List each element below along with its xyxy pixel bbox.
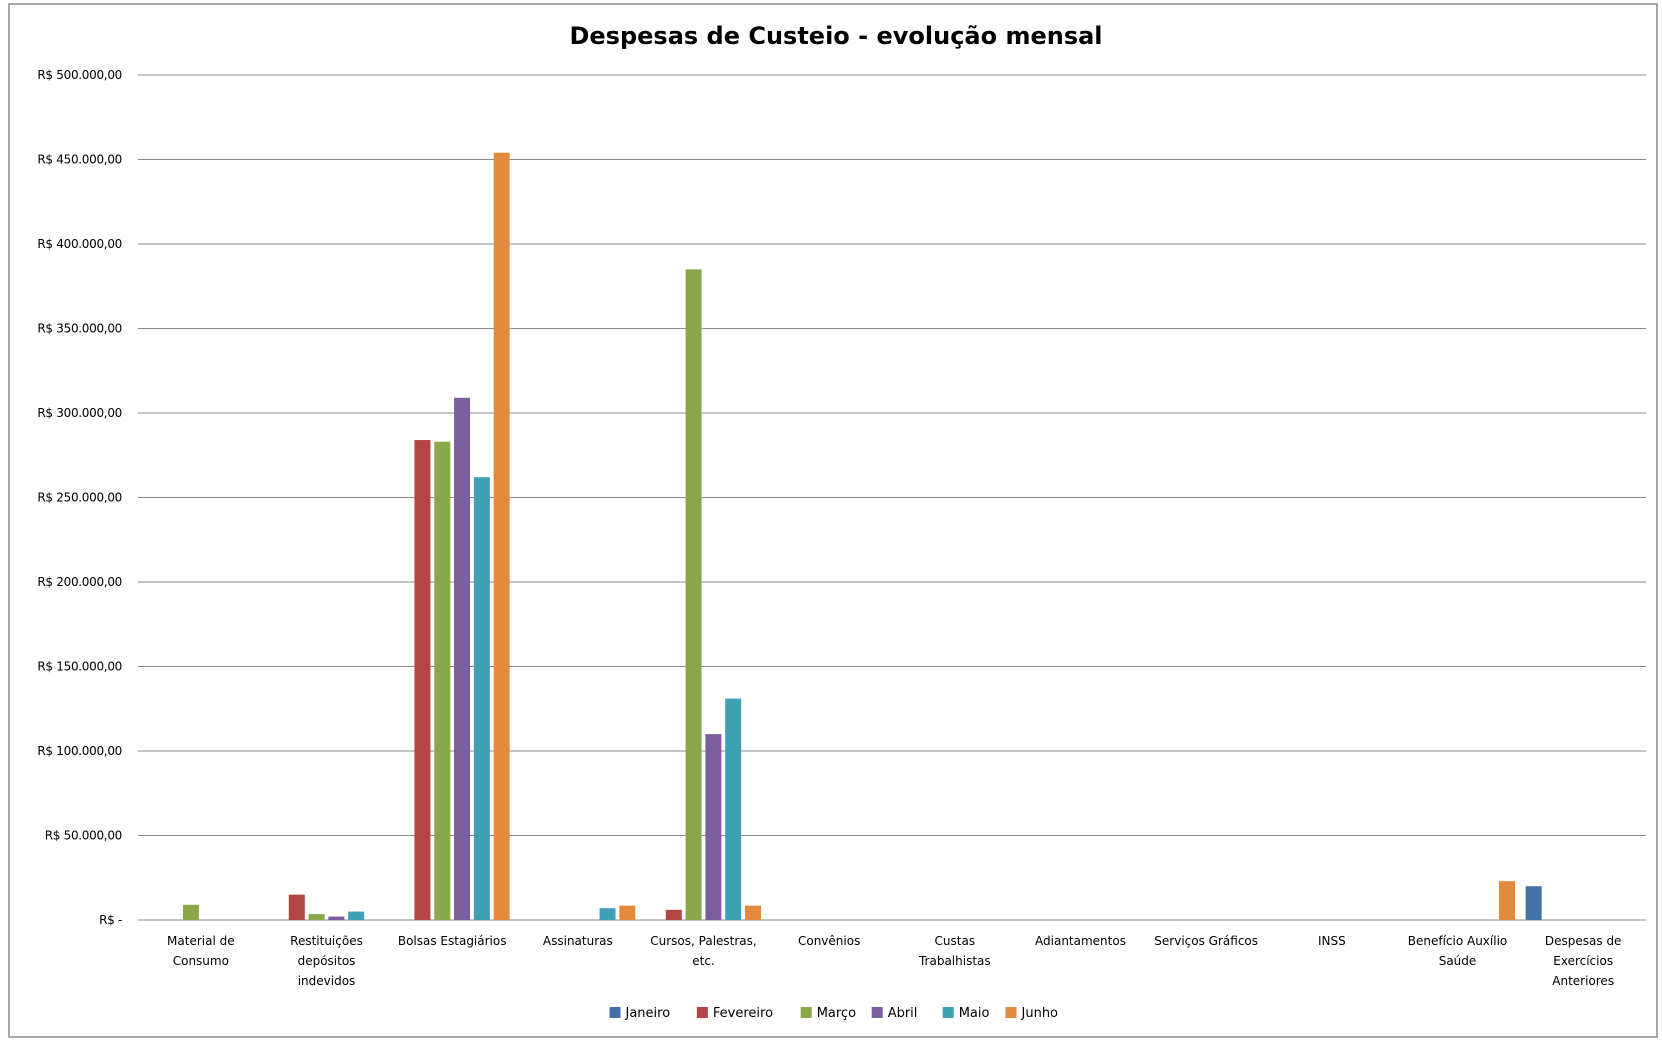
legend-swatch	[800, 1007, 812, 1018]
y-tick-label: R$ 350.000,00	[37, 322, 122, 336]
legend-label: Março	[817, 1006, 856, 1021]
series-abril	[328, 397, 722, 920]
series-fevereiro	[288, 440, 682, 920]
legend-swatch	[871, 1007, 883, 1018]
bar	[725, 698, 742, 920]
gridlines	[138, 74, 1646, 921]
bar	[434, 441, 451, 920]
legend-item: Junho	[1005, 1006, 1059, 1021]
legend-label: Janeiro	[625, 1006, 671, 1021]
y-tick-label: R$ 100.000,00	[37, 744, 122, 758]
legend-swatch	[696, 1007, 708, 1018]
x-category-label: Despesas de Exercícios Anteriores	[1545, 934, 1622, 988]
legend-item: Fevereiro	[696, 1006, 773, 1021]
x-category-label: INSS	[1318, 934, 1346, 948]
y-tick-label: R$ 150.000,00	[37, 660, 122, 674]
legend-label: Junho	[1021, 1006, 1059, 1021]
bar	[493, 152, 510, 921]
x-category-label: Material de Consumo	[167, 934, 235, 968]
bar	[705, 734, 722, 920]
y-tick-label: R$ 50.000,00	[45, 829, 122, 843]
bar	[454, 397, 471, 920]
bar	[288, 894, 305, 920]
y-tick-label: R$ 450.000,00	[37, 153, 122, 167]
bar	[182, 904, 199, 920]
y-tick-label: R$ 200.000,00	[37, 575, 122, 589]
y-tick-label: R$ 500.000,00	[37, 68, 122, 82]
chart-border	[8, 3, 1658, 1038]
x-axis-category-labels: Material de Consumo Restituições depósitos i…	[167, 934, 1621, 988]
series-janeiro	[1525, 886, 1542, 920]
legend-swatch	[1005, 1007, 1017, 1018]
x-category-label: Assinaturas	[543, 934, 613, 948]
x-category-label: Cursos, Palestras, etc.	[650, 934, 756, 968]
y-tick-label: R$ 250.000,00	[37, 491, 122, 505]
bar	[414, 440, 431, 920]
chart-title: Despesas de Custeio - evolução mensal	[569, 22, 1102, 50]
bar	[665, 909, 682, 920]
y-tick-label: R$ 400.000,00	[37, 237, 122, 251]
x-category-label: Custas Trabalhistas	[918, 934, 991, 968]
y-tick-label: R$ -	[99, 913, 122, 927]
legend-label: Fevereiro	[713, 1006, 773, 1021]
x-category-label: Adiantamentos	[1035, 934, 1126, 948]
x-category-label: Benefício Auxílio Saúde	[1408, 934, 1508, 968]
legend-item: Maio	[942, 1006, 990, 1021]
y-tick-label: R$ 300.000,00	[37, 406, 122, 420]
x-category-label: Bolsas Estagiários	[398, 934, 507, 948]
bar	[1525, 886, 1542, 920]
legend-item: Janeiro	[609, 1006, 671, 1021]
legend-label: Abril	[888, 1006, 918, 1021]
x-category-label: Restituições depósitos indevidos	[290, 934, 363, 988]
bar-series	[182, 152, 1542, 921]
series-maio	[348, 477, 742, 920]
legend: Janeiro Fevereiro Março Abril Maio Junho	[609, 1006, 1059, 1021]
bar	[745, 905, 761, 920]
series-junho	[493, 152, 1515, 921]
y-axis-tick-labels: R$ - R$ 50.000,00 R$ 100.000,00 R$ 150.000,…	[37, 68, 122, 927]
x-category-label: Convênios	[798, 934, 860, 948]
series-março	[182, 269, 702, 921]
bar	[308, 914, 325, 920]
bar	[1499, 881, 1515, 920]
bar	[685, 269, 702, 921]
bar	[599, 908, 616, 920]
bar	[348, 911, 365, 920]
legend-swatch	[609, 1007, 621, 1018]
bar	[473, 477, 490, 920]
legend-item: Abril	[871, 1006, 918, 1021]
legend-label: Maio	[959, 1006, 990, 1021]
x-category-label: Serviços Gráficos	[1154, 934, 1258, 948]
bar	[619, 905, 636, 920]
bar	[328, 916, 345, 920]
legend-swatch	[942, 1007, 954, 1018]
legend-item: Março	[800, 1006, 856, 1021]
